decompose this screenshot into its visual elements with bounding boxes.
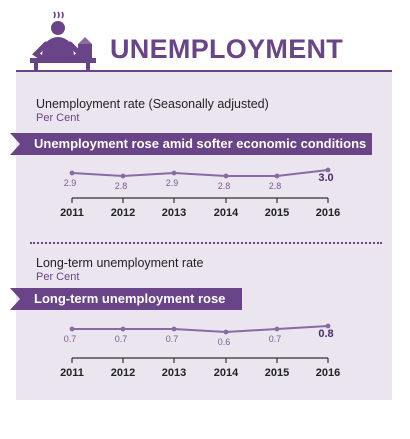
chart1-data-point	[223, 173, 229, 179]
chart2-value-label: 0.7	[64, 334, 77, 344]
chart1-data-point	[69, 170, 75, 176]
chart1: 2.9 2.8 2.9 2.8 2.8 3.0 2011 2012 2013 2014 2015 20…	[60, 167, 340, 219]
chart2-value-label: 0.7	[166, 334, 179, 344]
chart1-value-label: 3.0	[318, 172, 333, 184]
chart2-caption: Long-term unemployment rate	[36, 256, 204, 270]
chart2-series-line	[72, 325, 329, 334]
chart2-data-point	[325, 323, 331, 329]
chart2-tick-label: 2015	[265, 367, 289, 379]
header-rule	[16, 70, 392, 72]
chart2-value-label: 0.7	[269, 334, 282, 344]
chart2-tick-label: 2011	[60, 367, 84, 379]
chart1-tick-label: 2013	[162, 207, 186, 219]
chart2-data-point	[274, 326, 280, 332]
chart1-value-label: 2.9	[166, 178, 179, 188]
chart1-unit: Per Cent	[36, 112, 80, 124]
chart2-data-point	[223, 329, 229, 335]
chart1-tick-label: 2015	[265, 207, 289, 219]
chart1-banner: Unemployment rose amid softer economic c…	[10, 133, 372, 155]
chart2-unit: Per Cent	[36, 271, 80, 283]
person-stress-icon	[30, 11, 96, 70]
chart1-value-label: 2.8	[269, 181, 282, 191]
chart1-tick-label: 2011	[60, 207, 84, 219]
chart2-value-label: 0.8	[318, 328, 333, 340]
chart2-value-label: 0.7	[115, 334, 128, 344]
chart-panel	[16, 72, 392, 400]
chart2-tick-label: 2016	[316, 367, 340, 379]
chart2: 0.7 0.7 0.7 0.6 0.7 0.8 2011 2012 2013 2014 2015 20…	[60, 323, 340, 379]
chart1-data-point	[274, 173, 280, 179]
chart1-value-label: 2.8	[218, 181, 231, 191]
chart1-series-line	[71, 169, 329, 178]
chart2-tick-label: 2014	[214, 367, 239, 379]
page-title: UNEMPLOYMENT	[110, 34, 344, 64]
section-divider	[30, 242, 382, 244]
chart1-value-label: 2.9	[64, 178, 77, 188]
chart2-tick-label: 2013	[162, 367, 186, 379]
chart1-tick-label: 2014	[214, 207, 239, 219]
chart2-banner: Long-term unemployment rose	[10, 288, 242, 310]
chart2-tick-label: 2012	[111, 367, 135, 379]
chart1-data-point	[120, 173, 126, 179]
chart1-tick-label: 2012	[111, 207, 135, 219]
chart2-value-label: 0.6	[218, 337, 231, 347]
chart2-data-point	[120, 326, 126, 332]
chart1-tick-label: 2016	[316, 207, 340, 219]
chart1-data-point	[171, 170, 177, 176]
chart2-data-point	[171, 326, 177, 332]
chart1-value-label: 2.8	[115, 181, 128, 191]
chart1-caption: Unemployment rate (Seasonally adjusted)	[36, 97, 269, 111]
chart1-data-point	[325, 167, 331, 173]
chart2-data-point	[69, 326, 75, 332]
